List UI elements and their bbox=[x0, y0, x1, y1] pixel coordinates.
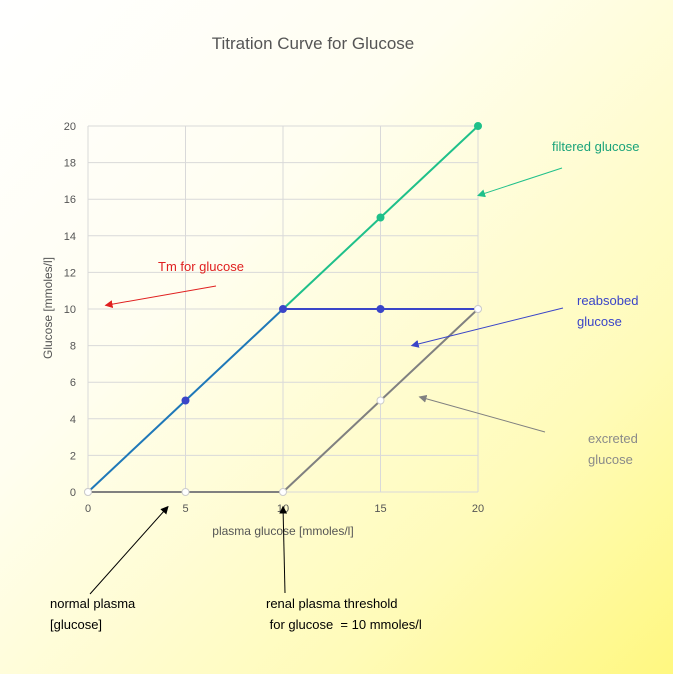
annotation-label-threshold: for glucose = 10 mmoles/l bbox=[266, 617, 422, 632]
x-tick-label: 5 bbox=[182, 503, 188, 515]
chart-title: Titration Curve for Glucose bbox=[212, 34, 415, 53]
annotation-label-reabsorbed: reabsobed bbox=[577, 293, 638, 308]
series-line-excreted bbox=[379, 308, 479, 402]
data-point-reabsorbed bbox=[474, 305, 482, 313]
y-tick-label: 10 bbox=[64, 304, 76, 316]
annotation-arrow-threshold bbox=[279, 505, 288, 594]
annotation-arrow-normal bbox=[89, 505, 169, 595]
annotation-arrow-tm bbox=[104, 285, 217, 309]
data-point-reabsorbed bbox=[376, 305, 385, 313]
series-line-filtered bbox=[379, 125, 479, 219]
annotation-label-excreted: excreted bbox=[588, 431, 638, 446]
y-tick-label: 12 bbox=[64, 267, 76, 279]
x-tick-label: 20 bbox=[472, 503, 484, 515]
annotation-arrow-excreted bbox=[418, 394, 546, 433]
annotation-arrow-filtered bbox=[477, 167, 563, 198]
annotation-label-reabsorbed: glucose bbox=[577, 314, 622, 329]
data-point-filtered bbox=[376, 213, 385, 222]
series-line-filtered bbox=[87, 399, 187, 493]
annotation-label-threshold: renal plasma threshold bbox=[266, 596, 398, 611]
data-point-excreted bbox=[376, 396, 385, 405]
annotation-label-normal: [glucose] bbox=[50, 617, 102, 632]
y-tick-label: 4 bbox=[70, 414, 76, 426]
annotation-arrow-reabsorbed bbox=[410, 307, 564, 348]
x-tick-label: 15 bbox=[374, 503, 386, 515]
y-tick-label: 8 bbox=[70, 341, 76, 353]
series-line-excreted bbox=[282, 399, 382, 493]
series-lines bbox=[87, 125, 479, 493]
y-tick-label: 20 bbox=[64, 121, 76, 133]
y-tick-label: 16 bbox=[64, 194, 76, 206]
data-point-excreted bbox=[181, 488, 190, 496]
data-point-reabsorbed bbox=[279, 305, 287, 313]
data-point-excreted bbox=[279, 488, 287, 496]
data-point-filtered bbox=[474, 122, 482, 130]
x-tick-label: 0 bbox=[85, 503, 91, 515]
y-tick-label: 6 bbox=[70, 377, 76, 389]
annotation-label-excreted: glucose bbox=[588, 452, 633, 467]
y-tick-label: 0 bbox=[70, 487, 76, 499]
series-line-filtered bbox=[282, 216, 382, 310]
series-line-filtered bbox=[184, 308, 284, 402]
annotations: filtered glucose reabsobed glucose Tm for g… bbox=[50, 139, 639, 632]
data-point-filtered bbox=[181, 396, 190, 405]
y-tick-label: 2 bbox=[70, 450, 76, 462]
y-tick-label: 14 bbox=[64, 231, 76, 243]
annotation-label-normal: normal plasma bbox=[50, 596, 136, 611]
y-tick-label: 18 bbox=[64, 158, 76, 170]
data-point-filtered bbox=[84, 488, 92, 496]
data-points bbox=[84, 122, 482, 496]
annotation-label-tm: Tm for glucose bbox=[158, 259, 244, 274]
y-axis-label: Glucose [mmoles/l] bbox=[41, 257, 55, 359]
x-axis-label: plasma glucose [mmoles/l] bbox=[212, 524, 353, 538]
annotation-label-filtered: filtered glucose bbox=[552, 139, 639, 154]
